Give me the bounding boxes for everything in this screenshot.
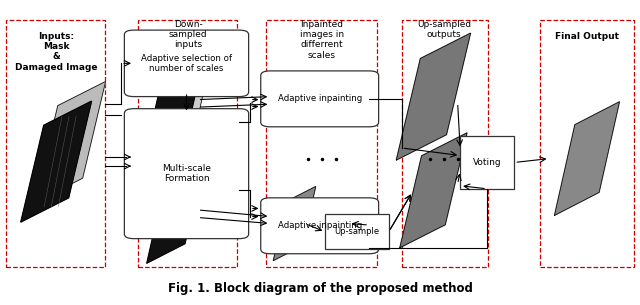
Bar — [401, 20, 488, 267]
Text: Adaptive inpainting: Adaptive inpainting — [278, 94, 362, 103]
Text: Final Output: Final Output — [555, 32, 619, 41]
Polygon shape — [400, 133, 467, 248]
Text: Adaptive inpainting: Adaptive inpainting — [278, 221, 362, 230]
Polygon shape — [21, 101, 92, 222]
Polygon shape — [35, 81, 106, 202]
Text: Multi-scale
Formation: Multi-scale Formation — [162, 164, 211, 183]
Bar — [138, 20, 237, 267]
FancyBboxPatch shape — [260, 198, 379, 254]
Text: Adaptive selection of
number of scales: Adaptive selection of number of scales — [141, 54, 232, 73]
Polygon shape — [147, 166, 202, 263]
Text: Voting: Voting — [473, 158, 502, 167]
Polygon shape — [155, 41, 215, 146]
Text: Up-sampled
outputs: Up-sampled outputs — [417, 20, 471, 39]
Bar — [6, 20, 105, 267]
Polygon shape — [145, 51, 205, 157]
Text: Down-
sampled
inputs: Down- sampled inputs — [169, 20, 207, 49]
FancyBboxPatch shape — [260, 71, 379, 127]
Bar — [460, 136, 515, 189]
Bar — [325, 214, 389, 249]
Text: Fig. 1. Block diagram of the proposed method: Fig. 1. Block diagram of the proposed me… — [168, 282, 472, 295]
Polygon shape — [396, 33, 470, 160]
FancyBboxPatch shape — [124, 30, 248, 97]
Bar — [266, 20, 378, 267]
Polygon shape — [554, 102, 620, 215]
Polygon shape — [156, 156, 212, 253]
Text: Up-sample: Up-sample — [334, 227, 380, 236]
Text: Inputs:
Mask
&
Damaged Image: Inputs: Mask & Damaged Image — [15, 32, 97, 72]
Text: Inpainted
images in
differrent
scales: Inpainted images in differrent scales — [300, 20, 344, 60]
Bar — [540, 20, 634, 267]
Polygon shape — [273, 186, 316, 260]
FancyBboxPatch shape — [124, 109, 248, 239]
